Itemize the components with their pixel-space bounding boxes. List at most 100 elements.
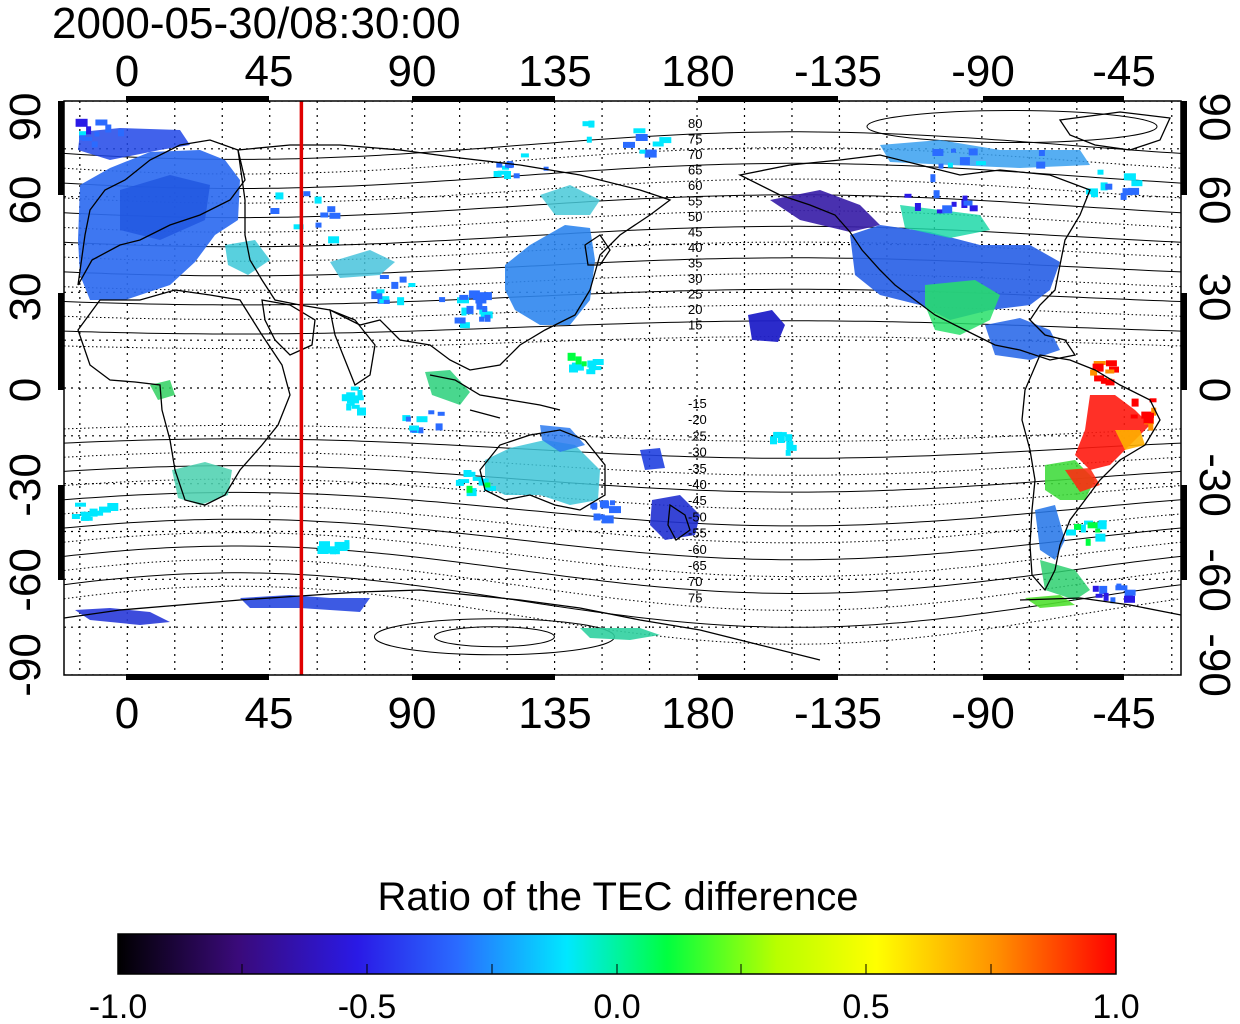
- colorbar-title: Ratio of the TEC difference: [377, 875, 858, 919]
- tec-patch-central-asia: [330, 250, 395, 278]
- tec-observation-cell: [1036, 161, 1046, 169]
- coast-antarctica: [64, 589, 1181, 661]
- tec-patch-patagonia: [1035, 505, 1065, 560]
- tec-observation-cell: [1085, 538, 1091, 546]
- tec-observation-cell: [659, 137, 672, 144]
- tec-observation-cell: [468, 290, 480, 299]
- left-tick-bar: [58, 485, 64, 580]
- tec-observation-cell: [936, 209, 944, 214]
- tec-observation-cell: [593, 366, 602, 371]
- right-lat-tick: 90: [1190, 93, 1239, 142]
- tec-observation-cell: [428, 410, 435, 415]
- tec-observation-cell: [773, 431, 783, 437]
- tec-observation-cell: [479, 316, 485, 322]
- tec-observation-cell: [586, 369, 596, 375]
- tec-observation-cell: [107, 503, 119, 511]
- tec-observation-cell: [476, 302, 483, 310]
- tec-observation-cell: [942, 205, 953, 214]
- tec-observation-cell: [275, 192, 284, 200]
- tec-observation-cell: [455, 479, 464, 486]
- tec-observation-cell: [1097, 169, 1104, 175]
- tec-observation-cell: [391, 281, 399, 289]
- map-background: [64, 101, 1181, 675]
- tec-observation-cell: [346, 403, 352, 411]
- colorbar-tick-label: 0.5: [842, 988, 889, 1024]
- tec-observation-cell: [1103, 592, 1109, 601]
- contour-label: -50: [688, 509, 707, 524]
- tec-observation-cell: [454, 317, 466, 324]
- bottom-lon-tick: 45: [245, 689, 294, 738]
- bottom-tick-bar: [983, 674, 1124, 680]
- tec-patch-antarctic-3: [580, 628, 660, 640]
- tec-observation-cell: [976, 161, 986, 166]
- tec-patch-south-africa: [172, 462, 232, 505]
- tec-observation-cell: [586, 136, 592, 143]
- tec-observation-cell: [1105, 379, 1115, 386]
- tec-observation-cell: [371, 291, 383, 300]
- tec-observation-cell: [1092, 585, 1099, 592]
- contour-label: 70: [688, 574, 702, 589]
- tec-observation-cell: [1124, 589, 1136, 596]
- tec-observation-cell: [459, 294, 469, 300]
- tec-observation-cell: [588, 120, 595, 128]
- right-lat-tick: -60: [1190, 548, 1239, 612]
- tec-observation-cell: [1124, 595, 1135, 603]
- tec-observation-cell: [504, 171, 511, 179]
- tec-observation-cell: [79, 134, 86, 141]
- right-tick-bar: [1181, 485, 1187, 580]
- tec-observation-cell: [379, 275, 389, 279]
- tec-observation-cell: [334, 549, 340, 555]
- tec-observation-cell: [938, 163, 944, 169]
- tec-observation-cell: [482, 306, 488, 312]
- tec-observation-cell: [1100, 182, 1108, 191]
- top-lon-tick: -135: [794, 47, 882, 96]
- tec-observation-cell: [1148, 412, 1154, 418]
- colorbar-tick-label: -1.0: [89, 988, 148, 1024]
- tec-observation-cell: [357, 390, 363, 398]
- tec-observation-cell: [341, 394, 350, 402]
- tec-observation-cell: [610, 500, 615, 506]
- tec-patch-na-southeast: [925, 280, 1000, 335]
- tec-observation-cell: [1095, 528, 1101, 533]
- tec-observation-cell: [80, 516, 89, 521]
- tec-scatter-points: [71, 118, 1157, 604]
- tec-observation-cell: [1100, 377, 1107, 384]
- magnetic-contour: [64, 545, 1181, 594]
- tec-observation-cell: [644, 149, 657, 158]
- tec-observation-cell: [399, 276, 407, 283]
- right-lat-tick: -90: [1190, 633, 1239, 697]
- magnetic-contour: [64, 518, 1181, 561]
- left-lat-tick: 60: [1, 176, 50, 225]
- tec-observation-cell: [1131, 180, 1143, 187]
- tec-observation-cell: [592, 359, 604, 365]
- tec-observation-cell: [652, 141, 664, 147]
- top-lon-tick: -90: [951, 47, 1015, 96]
- tec-observation-cell: [1123, 173, 1136, 181]
- tec-observation-cell: [71, 514, 80, 519]
- tec-observation-cell: [639, 149, 646, 154]
- tec-observation-cell: [513, 173, 520, 179]
- tec-observation-cell: [1141, 411, 1154, 419]
- tec-observation-cell: [947, 162, 953, 168]
- tec-observation-cell: [327, 206, 336, 213]
- colorbar-tick-label: -0.5: [338, 988, 397, 1024]
- tec-observation-cell: [459, 322, 470, 329]
- left-tick-bar: [58, 293, 64, 390]
- tec-observation-cell: [1110, 597, 1116, 604]
- bottom-tick-bar: [412, 674, 555, 680]
- tec-observation-cell: [635, 134, 648, 141]
- tec-observation-cell: [457, 297, 469, 304]
- tec-patch-antarctic-1: [75, 608, 170, 625]
- tec-observation-cell: [484, 314, 491, 322]
- tec-observation-cell: [1090, 369, 1098, 376]
- tec-observation-cell: [569, 364, 578, 373]
- tec-observation-cell: [785, 434, 793, 442]
- bottom-lon-tick: -45: [1092, 689, 1156, 738]
- tec-observation-cell: [466, 305, 474, 314]
- right-lat-tick: 60: [1190, 176, 1239, 225]
- tec-observation-cell: [357, 407, 366, 416]
- tec-observation-cell: [1098, 520, 1107, 527]
- tec-observation-cell: [1120, 192, 1127, 200]
